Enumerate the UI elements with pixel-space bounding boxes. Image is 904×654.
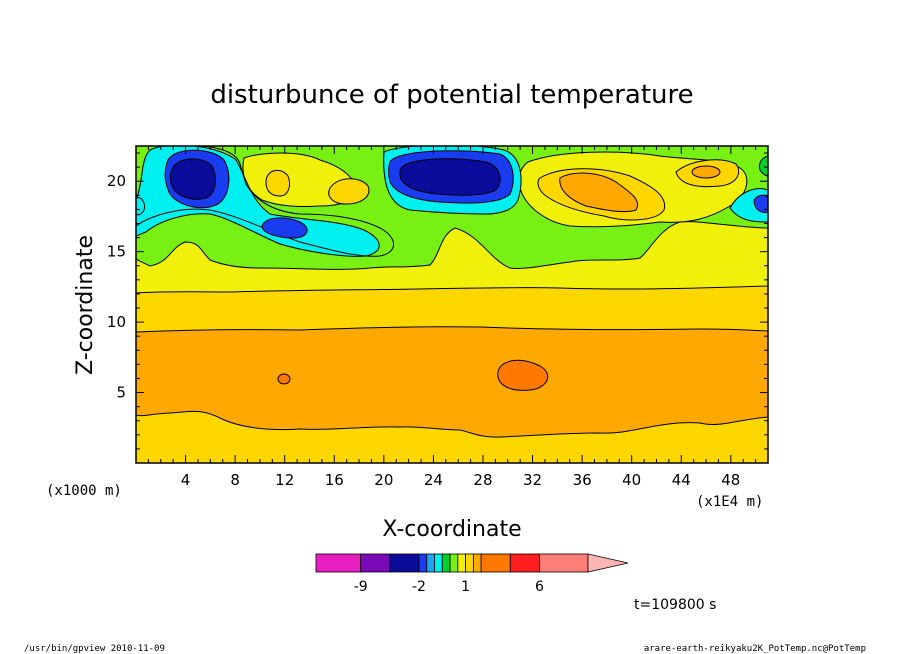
chart-title: disturbunce of potential temperature [210,80,693,110]
colorbar-tick-label: 1 [461,579,470,595]
x-tick-label: 16 [325,471,344,489]
x-axis-title: X-coordinate [382,517,521,542]
y-tick-label: 15 [107,243,126,261]
colorbar-segment [434,553,443,573]
band-fill-navy-mid [399,158,501,196]
colorbar-segment [539,553,589,573]
x-tick-label: 20 [374,471,393,489]
y-axis-ticks: 5 10 15 20 [107,152,768,450]
colorbar-segment [441,553,451,573]
x-tick-label: 12 [275,471,294,489]
colorbar-segment [426,553,435,573]
colorbar-segment [449,553,459,573]
band-fill-orange-center [328,178,370,205]
band-fill-orange-east-inner [559,172,638,213]
x-tick-label: 24 [424,471,443,489]
colorbar-arrow [587,553,629,573]
x-tick-label: 4 [181,471,191,489]
y-axis-title: Z-coordinate [73,235,98,375]
colorbar-segment [457,553,467,573]
x-tick-label: 8 [230,471,240,489]
x-tick-label: 40 [622,471,641,489]
band-fill-orange-ne-dot [691,165,721,179]
band-fill-orange-west [265,169,291,197]
colorbar-tick-label: 6 [535,579,544,595]
footer-left: /usr/bin/gpview 2010-11-09 [24,644,165,654]
time-label: t=109800 s [634,597,716,613]
band-fill-navy-west [170,158,216,200]
colorbar-tick-label: -2 [412,579,426,595]
band-fill-cyan-west-edge [136,197,145,216]
colorbar-segment [472,553,482,573]
colorbar-segment [509,553,540,573]
colorbar-segment [418,553,428,573]
y-tick-label: 20 [107,172,126,190]
colorbar-tick-label: -9 [354,579,368,595]
colorbar-segment [389,553,420,573]
x-unit-label: (x1000 m) [46,483,122,499]
y-tick-label: 5 [116,384,126,402]
x-tick-label: 36 [573,471,592,489]
colorbar-segment [465,553,474,573]
band-fill-orange-core [136,326,768,438]
band-fill-blue-east [753,194,768,213]
band-fill-blue-small [261,217,308,239]
colorbar-segment [480,553,511,573]
x-tick-label: 48 [721,471,740,489]
colorbar-tick-labels: -9 -2 1 6 [354,579,544,595]
plot-frame [135,145,769,464]
footer-right: arare-earth-reikyaku2K_PotTemp.nc@PotTem… [644,644,866,654]
colorbar-segment [360,553,391,573]
band-fill-green-east [759,146,768,177]
colorbar [315,553,629,573]
band-fill-green-west [136,146,394,257]
x-tick-label: 32 [523,471,542,489]
y-tick-label: 10 [107,313,126,331]
x-tick-label: 44 [672,471,691,489]
band-fill-orange-dot [277,373,291,385]
contour-field [136,146,768,463]
x-axis-ticks: 4 8 12 16 20 24 28 32 36 40 44 48 [147,146,757,489]
x-multiplier-label: (x1E4 m) [696,494,763,510]
band-fill-orange-blob [497,359,549,391]
colorbar-segment [315,553,362,573]
x-tick-label: 28 [473,471,492,489]
